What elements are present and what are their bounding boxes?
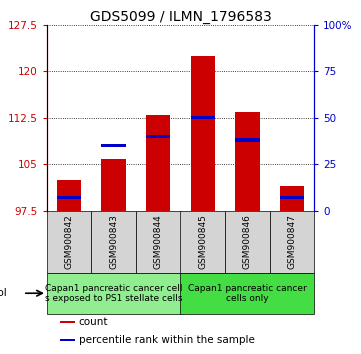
- Bar: [225, 211, 270, 273]
- Bar: [146, 135, 170, 138]
- Text: Capan1 pancreatic cancer cell
s exposed to PS1 stellate cells: Capan1 pancreatic cancer cell s exposed …: [45, 284, 182, 303]
- Bar: [235, 138, 260, 142]
- Bar: [191, 116, 215, 119]
- Bar: [101, 159, 126, 211]
- Bar: [136, 211, 180, 273]
- Text: Capan1 pancreatic cancer
cells only: Capan1 pancreatic cancer cells only: [188, 284, 306, 303]
- Text: count: count: [79, 317, 108, 327]
- Bar: [191, 56, 215, 211]
- Bar: [180, 273, 314, 314]
- Title: GDS5099 / ILMN_1796583: GDS5099 / ILMN_1796583: [90, 10, 271, 24]
- Text: protocol: protocol: [0, 288, 7, 298]
- Bar: [60, 339, 75, 341]
- Text: GSM900847: GSM900847: [287, 214, 296, 269]
- Bar: [279, 196, 304, 199]
- Bar: [101, 144, 126, 147]
- Bar: [235, 112, 260, 211]
- Bar: [57, 180, 82, 211]
- Text: GSM900842: GSM900842: [65, 214, 74, 269]
- Text: GSM900846: GSM900846: [243, 214, 252, 269]
- Text: GSM900843: GSM900843: [109, 214, 118, 269]
- Text: GSM900844: GSM900844: [154, 214, 163, 269]
- Bar: [180, 211, 225, 273]
- Bar: [146, 115, 170, 211]
- Text: GSM900845: GSM900845: [198, 214, 207, 269]
- Text: percentile rank within the sample: percentile rank within the sample: [79, 335, 255, 345]
- Bar: [270, 211, 314, 273]
- Bar: [47, 211, 91, 273]
- Bar: [91, 211, 136, 273]
- Bar: [279, 186, 304, 211]
- Bar: [60, 321, 75, 323]
- Bar: [47, 273, 180, 314]
- Bar: [57, 196, 82, 199]
